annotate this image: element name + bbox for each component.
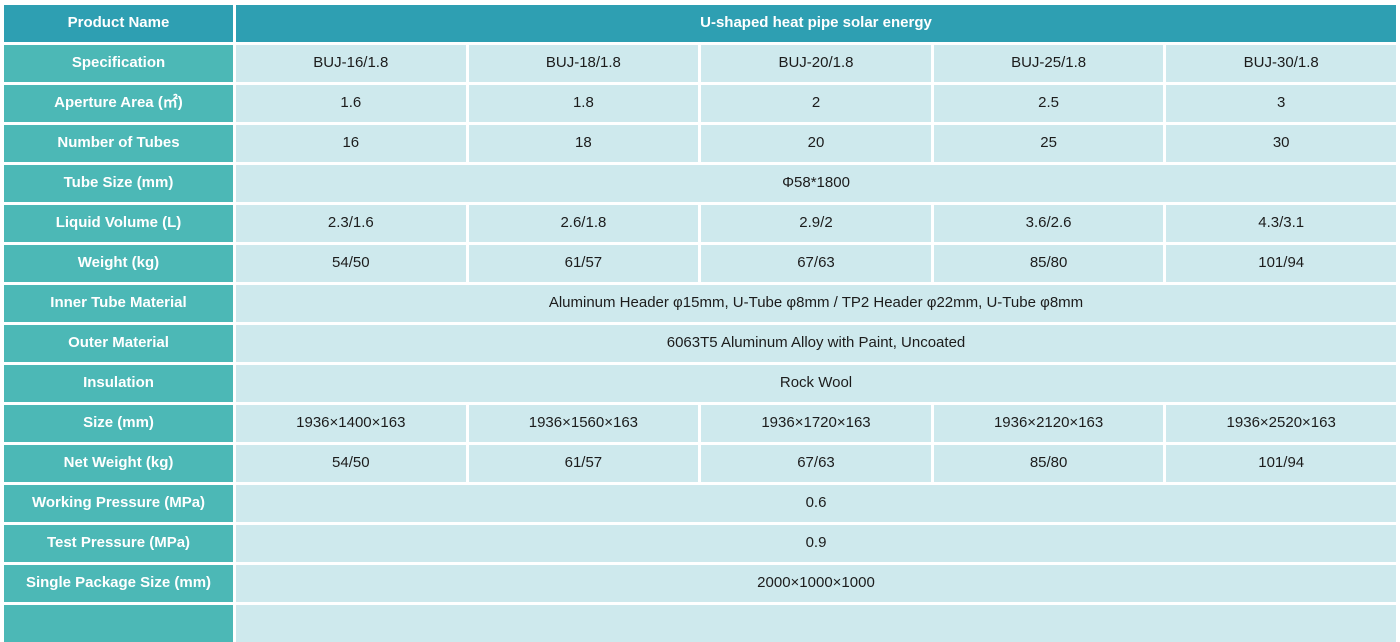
row-label: Inner Tube Material <box>4 285 233 322</box>
row-label: Aperture Area (㎡) <box>4 85 233 122</box>
table-cell: 3.6/2.6 <box>933 205 1164 242</box>
row-label: Weight (kg) <box>4 245 233 282</box>
table-cell: BUJ-25/1.8 <box>933 45 1164 82</box>
product-title-cell: U-shaped heat pipe solar energy <box>236 5 1396 42</box>
table-cell: 2.6/1.8 <box>468 205 699 242</box>
table-cell: BUJ-18/1.8 <box>468 45 699 82</box>
table-cell-span: Rock Wool <box>236 365 1396 402</box>
table-cell-span: 0.6 <box>236 485 1396 522</box>
table-cell: 1936×1400×163 <box>236 405 466 442</box>
row-label: Tube Size (mm) <box>4 165 233 202</box>
table-cell: 1936×1720×163 <box>701 405 931 442</box>
row-label: Net Weight (kg) <box>4 445 233 482</box>
table-cell: 85/80 <box>933 445 1164 482</box>
table-cell: 1936×1560×163 <box>468 405 699 442</box>
spec-table: Product Name U-shaped heat pipe solar en… <box>4 5 1396 642</box>
table-cell: 2.3/1.6 <box>236 205 466 242</box>
partial-row-cell <box>236 605 1396 642</box>
table-cell: 101/94 <box>1166 245 1396 282</box>
table-cell: BUJ-20/1.8 <box>701 45 931 82</box>
row-label: Working Pressure (MPa) <box>4 485 233 522</box>
table-cell: 1.6 <box>236 85 466 122</box>
row-label: Outer Material <box>4 325 233 362</box>
table-cell: 1.8 <box>468 85 699 122</box>
table-cell: 54/50 <box>236 445 466 482</box>
row-label: Single Package Size (mm) <box>4 565 233 602</box>
table-cell: 30 <box>1166 125 1396 162</box>
table-cell: 67/63 <box>701 445 931 482</box>
table-cell: 101/94 <box>1166 445 1396 482</box>
table-cell-span: Φ58*1800 <box>236 165 1396 202</box>
row-label: Liquid Volume (L) <box>4 205 233 242</box>
table-cell-span: Aluminum Header φ15mm, U-Tube φ8mm / TP2… <box>236 285 1396 322</box>
table-cell: 2.9/2 <box>701 205 931 242</box>
table-cell-span: 6063T5 Aluminum Alloy with Paint, Uncoat… <box>236 325 1396 362</box>
table-cell: 1936×2520×163 <box>1166 405 1396 442</box>
table-cell: 54/50 <box>236 245 466 282</box>
row-label: Size (mm) <box>4 405 233 442</box>
table-cell: 25 <box>933 125 1164 162</box>
table-cell: 2.5 <box>933 85 1164 122</box>
table-cell: 61/57 <box>468 445 699 482</box>
table-cell: 3 <box>1166 85 1396 122</box>
table-cell: 18 <box>468 125 699 162</box>
product-name-header-cell: Product Name <box>4 5 233 42</box>
table-cell: 16 <box>236 125 466 162</box>
table-cell: BUJ-30/1.8 <box>1166 45 1396 82</box>
row-label: Insulation <box>4 365 233 402</box>
table-cell: 4.3/3.1 <box>1166 205 1396 242</box>
table-cell-span: 2000×1000×1000 <box>236 565 1396 602</box>
table-cell: 2 <box>701 85 931 122</box>
row-label: Specification <box>4 45 233 82</box>
table-cell: 67/63 <box>701 245 931 282</box>
table-cell: 61/57 <box>468 245 699 282</box>
table-cell: 85/80 <box>933 245 1164 282</box>
table-cell-span: 0.9 <box>236 525 1396 562</box>
row-label: Test Pressure (MPa) <box>4 525 233 562</box>
partial-row-label <box>4 605 233 642</box>
table-cell: 1936×2120×163 <box>933 405 1164 442</box>
row-label: Number of Tubes <box>4 125 233 162</box>
table-cell: BUJ-16/1.8 <box>236 45 466 82</box>
table-cell: 20 <box>701 125 931 162</box>
